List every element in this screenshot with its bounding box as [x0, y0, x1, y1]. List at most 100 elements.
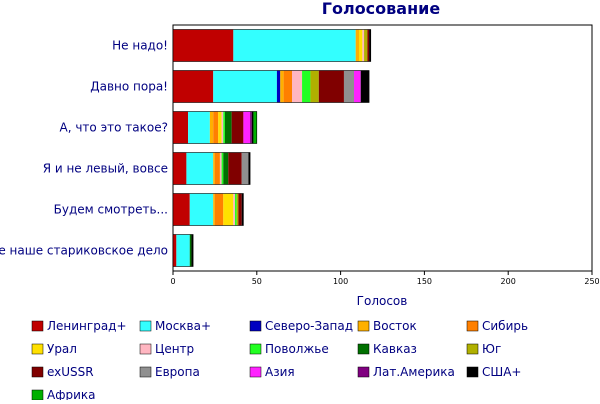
- bar-segment: [188, 111, 210, 144]
- bar-segment: [186, 152, 214, 185]
- bar-segment: [250, 111, 252, 144]
- bar-segment: [173, 152, 187, 185]
- x-tick-label: 150: [417, 277, 432, 286]
- bar-segment: [209, 111, 214, 144]
- bar-outline: [172, 70, 370, 103]
- bar-segment: [189, 193, 214, 226]
- legend-label: Европа: [155, 365, 200, 379]
- bar-segment: [173, 193, 190, 226]
- plot-area: [172, 24, 593, 272]
- category-label: Давно пора!: [90, 80, 168, 94]
- chart-title: Голосование: [322, 0, 441, 18]
- bar-segment: [223, 193, 234, 226]
- bar-outline: [172, 234, 194, 267]
- bar-segment: [276, 70, 281, 103]
- bar-segment: [253, 111, 257, 144]
- bar-segment: [233, 193, 236, 226]
- x-tick-label: 200: [501, 277, 516, 286]
- x-axis-title: Голосов: [357, 294, 408, 308]
- bar-segment: [173, 111, 189, 144]
- legend-label: Ленинград+: [47, 319, 127, 333]
- bar-segment: [283, 70, 292, 103]
- bar-segment: [248, 152, 251, 185]
- legend-swatch: [139, 366, 152, 378]
- bar-segment: [241, 193, 244, 226]
- bar-segment: [221, 152, 224, 185]
- legend-swatch: [31, 320, 44, 332]
- bar-segment: [173, 234, 177, 267]
- bar-segment: [213, 193, 215, 226]
- bars-group: [172, 29, 372, 267]
- legend-swatch: [249, 366, 262, 378]
- bar-segment: [189, 234, 192, 267]
- bar-segment: [367, 29, 370, 62]
- legend-swatch: [357, 343, 370, 355]
- legend-swatch: [31, 343, 44, 355]
- bar-segment: [241, 152, 249, 185]
- bar-segment: [213, 111, 219, 144]
- bar-segment: [280, 70, 284, 103]
- bar-segment: [343, 70, 355, 103]
- bar-segment: [228, 152, 242, 185]
- bar-segment: [236, 193, 239, 226]
- bar-segment: [231, 111, 244, 144]
- bar-segment: [354, 70, 361, 103]
- bar-segment: [233, 29, 356, 62]
- legend-label: Центр: [155, 342, 194, 356]
- bar-segment: [291, 70, 303, 103]
- bar-segment: [235, 193, 237, 226]
- bar-segment: [310, 70, 319, 103]
- bar-segment: [360, 70, 370, 103]
- bar-segment: [318, 70, 344, 103]
- legend-label: Урал: [47, 342, 77, 356]
- legend-swatch: [357, 320, 370, 332]
- x-tick-label: 100: [333, 277, 348, 286]
- category-labels: Не надо! Давно пора! А, что это такое? Я и …: [0, 39, 168, 258]
- bar-segment: [214, 152, 220, 185]
- legend-label: Юг: [482, 342, 501, 356]
- legend-swatch: [139, 343, 152, 355]
- bar-segment: [238, 193, 242, 226]
- bar-segment: [219, 152, 222, 185]
- category-label: Не наше стариковское дело: [0, 244, 168, 258]
- bar-outline: [172, 193, 244, 226]
- bar-segment: [213, 152, 215, 185]
- bar-segment: [176, 234, 190, 267]
- legend-label: Поволжье: [265, 342, 329, 356]
- bar-segment: [243, 111, 251, 144]
- legend-swatch: [466, 366, 479, 378]
- bar-segment: [221, 111, 224, 144]
- legend-swatch: [139, 320, 152, 332]
- bar-segment: [369, 29, 371, 62]
- category-label: Не надо!: [112, 39, 168, 53]
- bar-segment: [302, 70, 311, 103]
- legend-swatch: [249, 343, 262, 355]
- legend: Ленинград+ Москва+ Северо-Запад Восток Сибир…: [31, 319, 528, 402]
- bar-segment: [223, 152, 229, 185]
- legend-label: Африка: [47, 388, 96, 400]
- legend-swatch: [31, 366, 44, 378]
- category-label: Я и не левый, вовсе: [43, 162, 168, 176]
- bar-segment: [362, 29, 365, 62]
- bar-segment: [355, 29, 360, 62]
- bar-segment: [173, 29, 234, 62]
- x-tick-label: 250: [584, 277, 599, 286]
- bar-outline: [172, 111, 258, 144]
- bar-outline: [172, 152, 251, 185]
- bar-segment: [218, 111, 222, 144]
- bar-segment: [223, 111, 225, 144]
- legend-label: Москва+: [155, 319, 211, 333]
- legend-label: Северо-Запад: [265, 319, 353, 333]
- legend-label: США+: [482, 365, 521, 379]
- category-label: Будем смотреть...: [54, 203, 168, 217]
- legend-swatch: [249, 320, 262, 332]
- bar-outline: [172, 29, 372, 62]
- bar-segment: [224, 111, 232, 144]
- legend-label: Кавказ: [373, 342, 417, 356]
- bar-segment: [191, 234, 194, 267]
- x-axis-ticks: 0 50 100 150 200 250: [170, 271, 600, 286]
- legend-swatch: [357, 366, 370, 378]
- category-label: А, что это такое?: [60, 121, 169, 135]
